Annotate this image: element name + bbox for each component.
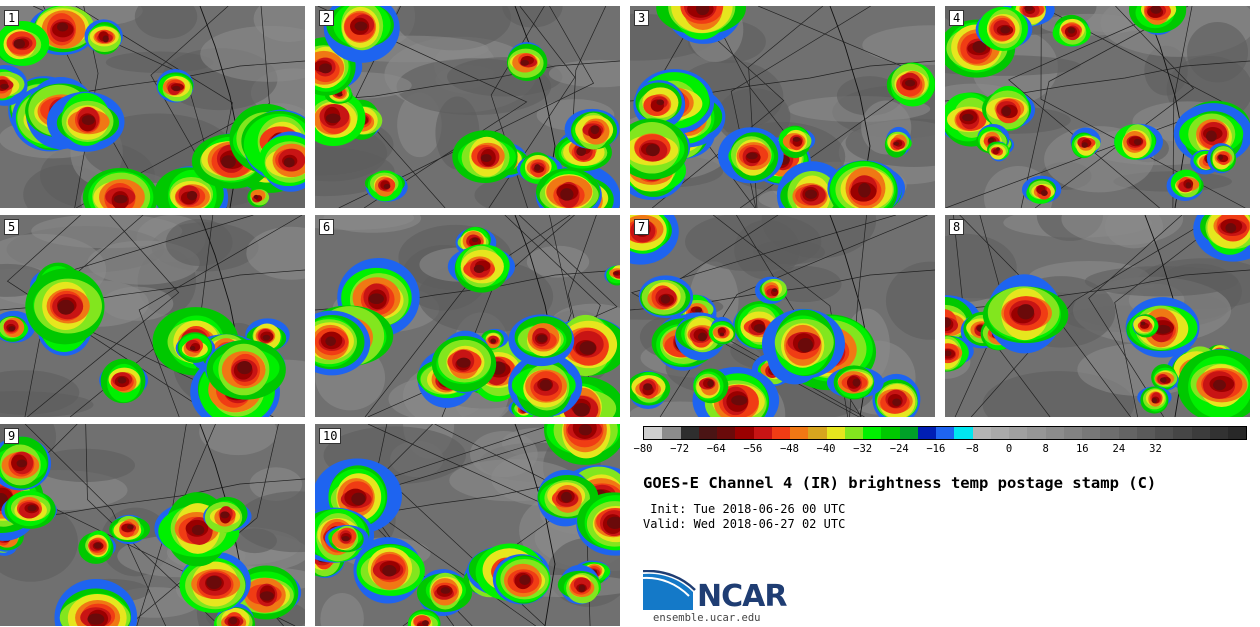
ensemble-member-panel-4: 4 [945,6,1250,208]
colorbar-segment [1027,427,1046,439]
colorbar-segment [917,427,936,439]
colorbar-segment [1173,427,1192,439]
member-label: 2 [319,10,335,26]
colorbar-tick-label: −8 [966,443,979,455]
member-label: 3 [634,10,650,26]
colorbar-segment [1228,427,1247,439]
colorbar-segment [972,427,991,439]
colorbar-tick-label: −24 [889,443,909,455]
member-label: 5 [4,219,20,235]
init-time: Init: Tue 2018-06-26 00 UTC [643,502,846,516]
ensemble-member-panel-10: 10 [315,424,620,626]
member-label: 4 [949,10,965,26]
member-label: 6 [319,219,335,235]
ncar-logo-icon [643,570,696,610]
ensemble-member-panel-7: 7 [630,215,935,417]
ensemble-member-panel-8: 8 [945,215,1250,417]
ir-map [0,424,305,626]
colorbar-segment [826,427,845,439]
colorbar-segment [954,427,973,439]
colorbar-tick-label: −32 [853,443,873,455]
colorbar-tick-label: 32 [1149,443,1162,455]
ir-map [945,215,1250,417]
colorbar-tick-label: −72 [670,443,690,455]
colorbar-ticks: −80 −72 −64 −56 −48 −40 −32 −24 −16 −8 0 8 16 24 32 [634,443,1247,459]
ir-map [0,6,305,208]
colorbar-segment [844,427,863,439]
colorbar-segment [753,427,772,439]
ir-map [630,215,935,417]
colorbar-tick-label: 16 [1075,443,1089,455]
member-label: 7 [634,219,650,235]
member-label: 8 [949,219,965,235]
figure-title: GOES-E Channel 4 (IR) brightness temp po… [643,474,1157,492]
colorbar-segment [990,427,1009,439]
colorbar-segment [1082,427,1101,439]
colorbar-tick-label: −80 [633,443,653,455]
ensemble-member-panel-5: 5 [0,215,305,417]
colorbar-segment [1063,427,1082,439]
colorbar-segment [1118,427,1137,439]
colorbar-segment [936,427,955,439]
colorbar-tick-label: 24 [1112,443,1126,455]
colorbar-tick-label: −56 [743,443,763,455]
ir-map [315,215,620,417]
member-label: 10 [319,428,342,444]
ir-map [315,6,620,208]
colorbar-segment [717,427,736,439]
ir-map [630,6,935,208]
colorbar-segment [1155,427,1174,439]
colorbar-tick-label: −48 [779,443,799,455]
colorbar-tick-label: 0 [1005,443,1013,455]
temperature-colorbar [643,426,1247,440]
ensemble-member-panel-2: 2 [315,6,620,208]
source-url: ensemble.ucar.edu [653,612,761,624]
ir-map [945,6,1250,208]
colorbar-tick-label: −40 [816,443,836,455]
colorbar-segment [662,427,681,439]
colorbar-segment [790,427,809,439]
member-label: 1 [4,10,20,26]
colorbar-segment [863,427,882,439]
colorbar-tick-label: −16 [926,443,946,455]
colorbar-segment [1045,427,1064,439]
colorbar-segment [680,427,699,439]
colorbar-segment [899,427,918,439]
colorbar-segment [1209,427,1228,439]
colorbar-tick-label: 8 [1042,443,1049,455]
colorbar-segment [644,427,663,439]
colorbar-segment [1136,427,1155,439]
colorbar-segment [1009,427,1028,439]
member-label: 9 [4,428,20,444]
colorbar-segment [808,427,827,439]
colorbar-segment [735,427,754,439]
colorbar-segment [1100,427,1119,439]
ensemble-member-panel-1: 1 [0,6,305,208]
valid-time: Valid: Wed 2018-06-27 02 UTC [643,517,846,531]
ncar-logo-text: NCAR [697,579,787,614]
colorbar-segment [1191,427,1210,439]
ir-map [315,424,620,626]
colorbar-tick-label: −64 [706,443,726,455]
ir-map [0,215,305,417]
ensemble-member-panel-9: 9 [0,424,305,626]
colorbar-segment [698,427,717,439]
colorbar-segment [881,427,900,439]
ensemble-member-panel-6: 6 [315,215,620,417]
ensemble-member-panel-3: 3 [630,6,935,208]
colorbar-segment [771,427,790,439]
